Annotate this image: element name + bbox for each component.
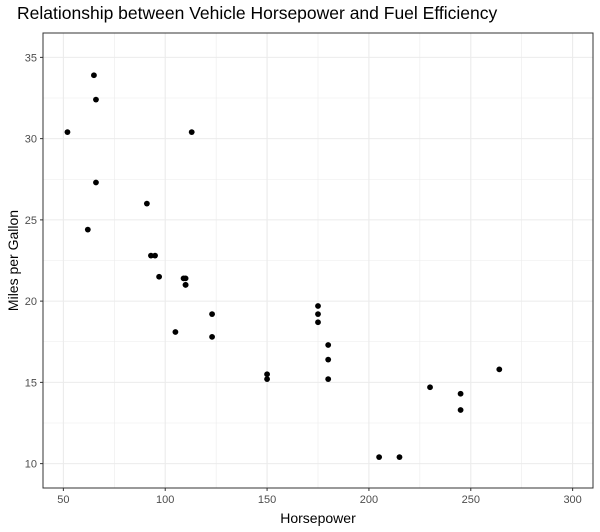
y-tick-label: 20	[25, 296, 37, 308]
data-point	[325, 356, 332, 363]
data-point	[188, 129, 195, 136]
data-point	[325, 376, 332, 383]
data-point	[496, 366, 503, 373]
x-tick-label: 50	[57, 494, 69, 506]
y-tick-labels: 10 15 20 25 30 35	[25, 52, 37, 470]
y-tick-label: 10	[25, 459, 37, 471]
panel-border	[42, 32, 594, 489]
x-tick-label: 300	[563, 494, 581, 506]
data-point	[91, 72, 97, 79]
x-tick-label: 150	[258, 494, 276, 506]
data-point	[93, 179, 99, 186]
data-point	[182, 281, 189, 288]
y-tick-label: 30	[25, 134, 37, 146]
data-point	[156, 273, 163, 280]
y-tick-label: 15	[25, 377, 37, 389]
data-point	[396, 454, 403, 461]
data-point	[325, 342, 332, 348]
data-point	[264, 376, 270, 383]
data-point	[209, 333, 215, 340]
data-point	[376, 454, 383, 461]
y-tick-label: 35	[25, 52, 37, 64]
data-point	[315, 311, 321, 318]
data-point	[84, 226, 91, 233]
x-tick-label: 200	[360, 494, 378, 506]
axis-ticks	[40, 56, 574, 491]
data-point	[457, 390, 464, 397]
data-point	[93, 96, 99, 103]
data-point	[209, 311, 215, 318]
data-point	[180, 275, 187, 282]
x-tick-labels: 50 100 150 200 250 300	[57, 494, 582, 506]
data-point	[315, 303, 321, 309]
x-tick-label: 250	[462, 494, 480, 506]
grid-lines	[43, 33, 593, 488]
data-point	[148, 252, 154, 259]
data-point	[152, 252, 158, 259]
data-point	[457, 407, 464, 413]
y-tick-label: 25	[25, 215, 37, 227]
x-axis-title: Horsepower	[280, 510, 356, 526]
data-point	[172, 329, 179, 335]
data-point	[315, 319, 321, 326]
x-tick-label: 100	[156, 494, 174, 506]
data-point	[143, 200, 150, 207]
data-points	[64, 72, 503, 461]
chart-title: Relationship between Vehicle Horsepower …	[17, 3, 498, 23]
data-point	[64, 129, 71, 136]
y-axis-title: Miles per Gallon	[5, 210, 21, 311]
data-point	[264, 371, 270, 378]
data-point	[427, 384, 433, 391]
